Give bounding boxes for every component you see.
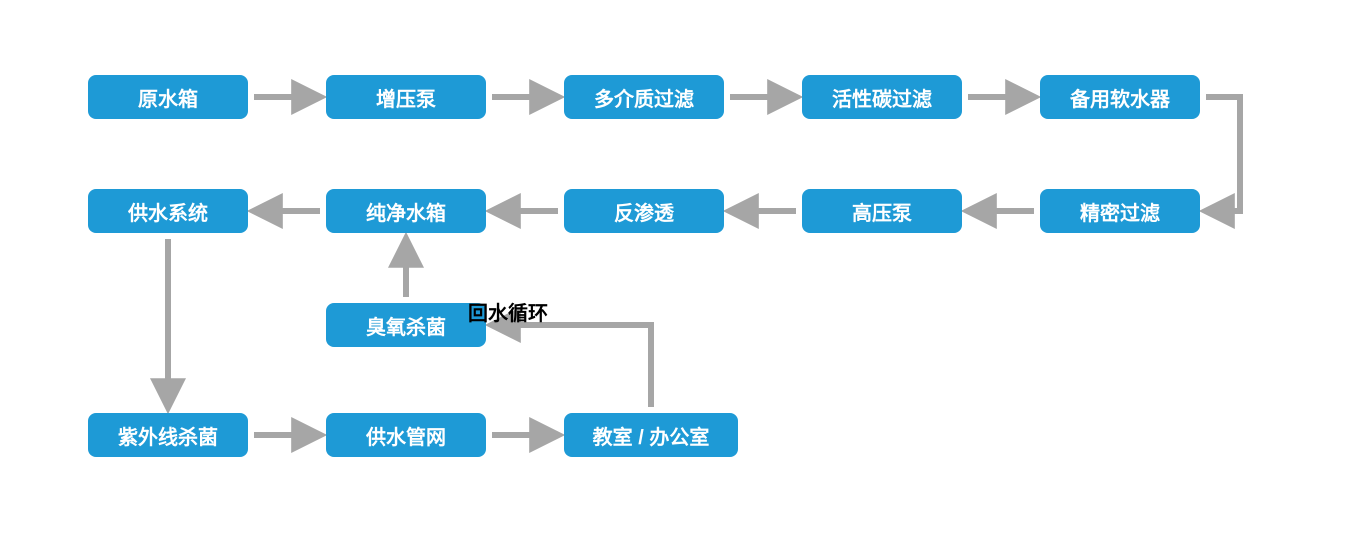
node-label: 供水系统 [128, 197, 208, 226]
node-label: 紫外线杀菌 [118, 421, 218, 450]
node-n8: 反渗透 [564, 189, 724, 233]
flowchart-stage: 原水箱 增压泵 多介质过滤 活性碳过滤 备用软水器供水系统 纯净水箱 反渗透 高压泵 精密过滤臭… [0, 0, 1368, 543]
node-n6: 供水系统 [88, 189, 248, 233]
node-label: 供水管网 [366, 421, 446, 450]
node-label: 臭氧杀菌 [366, 311, 446, 340]
node-label: 活性碳过滤 [832, 83, 932, 112]
node-label: 备用软水器 [1070, 83, 1170, 112]
node-n14: 教室 / 办公室 [564, 413, 738, 457]
node-n12: 紫外线杀菌 [88, 413, 248, 457]
node-label: 教室 / 办公室 [593, 421, 710, 450]
node-n13: 供水管网 [326, 413, 486, 457]
node-label: 精密过滤 [1080, 197, 1160, 226]
node-label: 纯净水箱 [366, 197, 446, 226]
node-n10: 精密过滤 [1040, 189, 1200, 233]
node-n4: 活性碳过滤 [802, 75, 962, 119]
node-n9: 高压泵 [802, 189, 962, 233]
node-label: 反渗透 [614, 197, 674, 226]
edge-label: 回水循环 [468, 297, 548, 326]
node-n5: 备用软水器 [1040, 75, 1200, 119]
node-label: 多介质过滤 [594, 83, 694, 112]
node-n2: 增压泵 [326, 75, 486, 119]
node-n1: 原水箱 [88, 75, 248, 119]
node-n11: 臭氧杀菌 [326, 303, 486, 347]
node-label: 增压泵 [376, 83, 436, 112]
node-n7: 纯净水箱 [326, 189, 486, 233]
node-n3: 多介质过滤 [564, 75, 724, 119]
node-label: 高压泵 [852, 197, 912, 226]
node-label: 原水箱 [138, 83, 198, 112]
